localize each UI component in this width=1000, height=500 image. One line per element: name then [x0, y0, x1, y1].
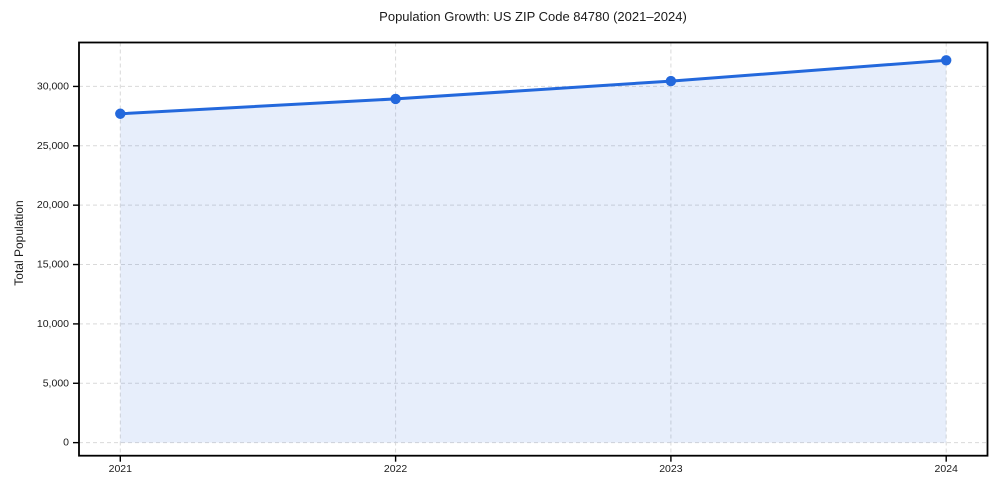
x-tick-label: 2022 — [384, 463, 408, 475]
data-point — [390, 93, 401, 105]
y-tick-label: 10,000 — [37, 318, 69, 330]
y-tick-label: 15,000 — [37, 259, 69, 271]
plot-border — [78, 41, 989, 457]
y-tick-label: 30,000 — [37, 80, 69, 92]
data-point — [115, 108, 126, 119]
data-point — [665, 75, 677, 87]
x-tick-label: 2023 — [659, 463, 683, 475]
y-tick-label: 25,000 — [37, 140, 69, 152]
x-tick-label: 2021 — [109, 463, 133, 475]
x-tick-label: 2024 — [935, 463, 959, 475]
y-tick-label: 0 — [63, 437, 69, 449]
series-area-fill — [120, 60, 947, 443]
y-tick-label: 20,000 — [37, 199, 69, 211]
y-tick-label: 5,000 — [43, 377, 69, 389]
y-axis-label: Total Population — [12, 200, 26, 286]
series-line — [118, 58, 948, 116]
data-point — [941, 55, 952, 66]
chart-title: Population Growth: US ZIP Code 84780 (20… — [379, 9, 687, 24]
